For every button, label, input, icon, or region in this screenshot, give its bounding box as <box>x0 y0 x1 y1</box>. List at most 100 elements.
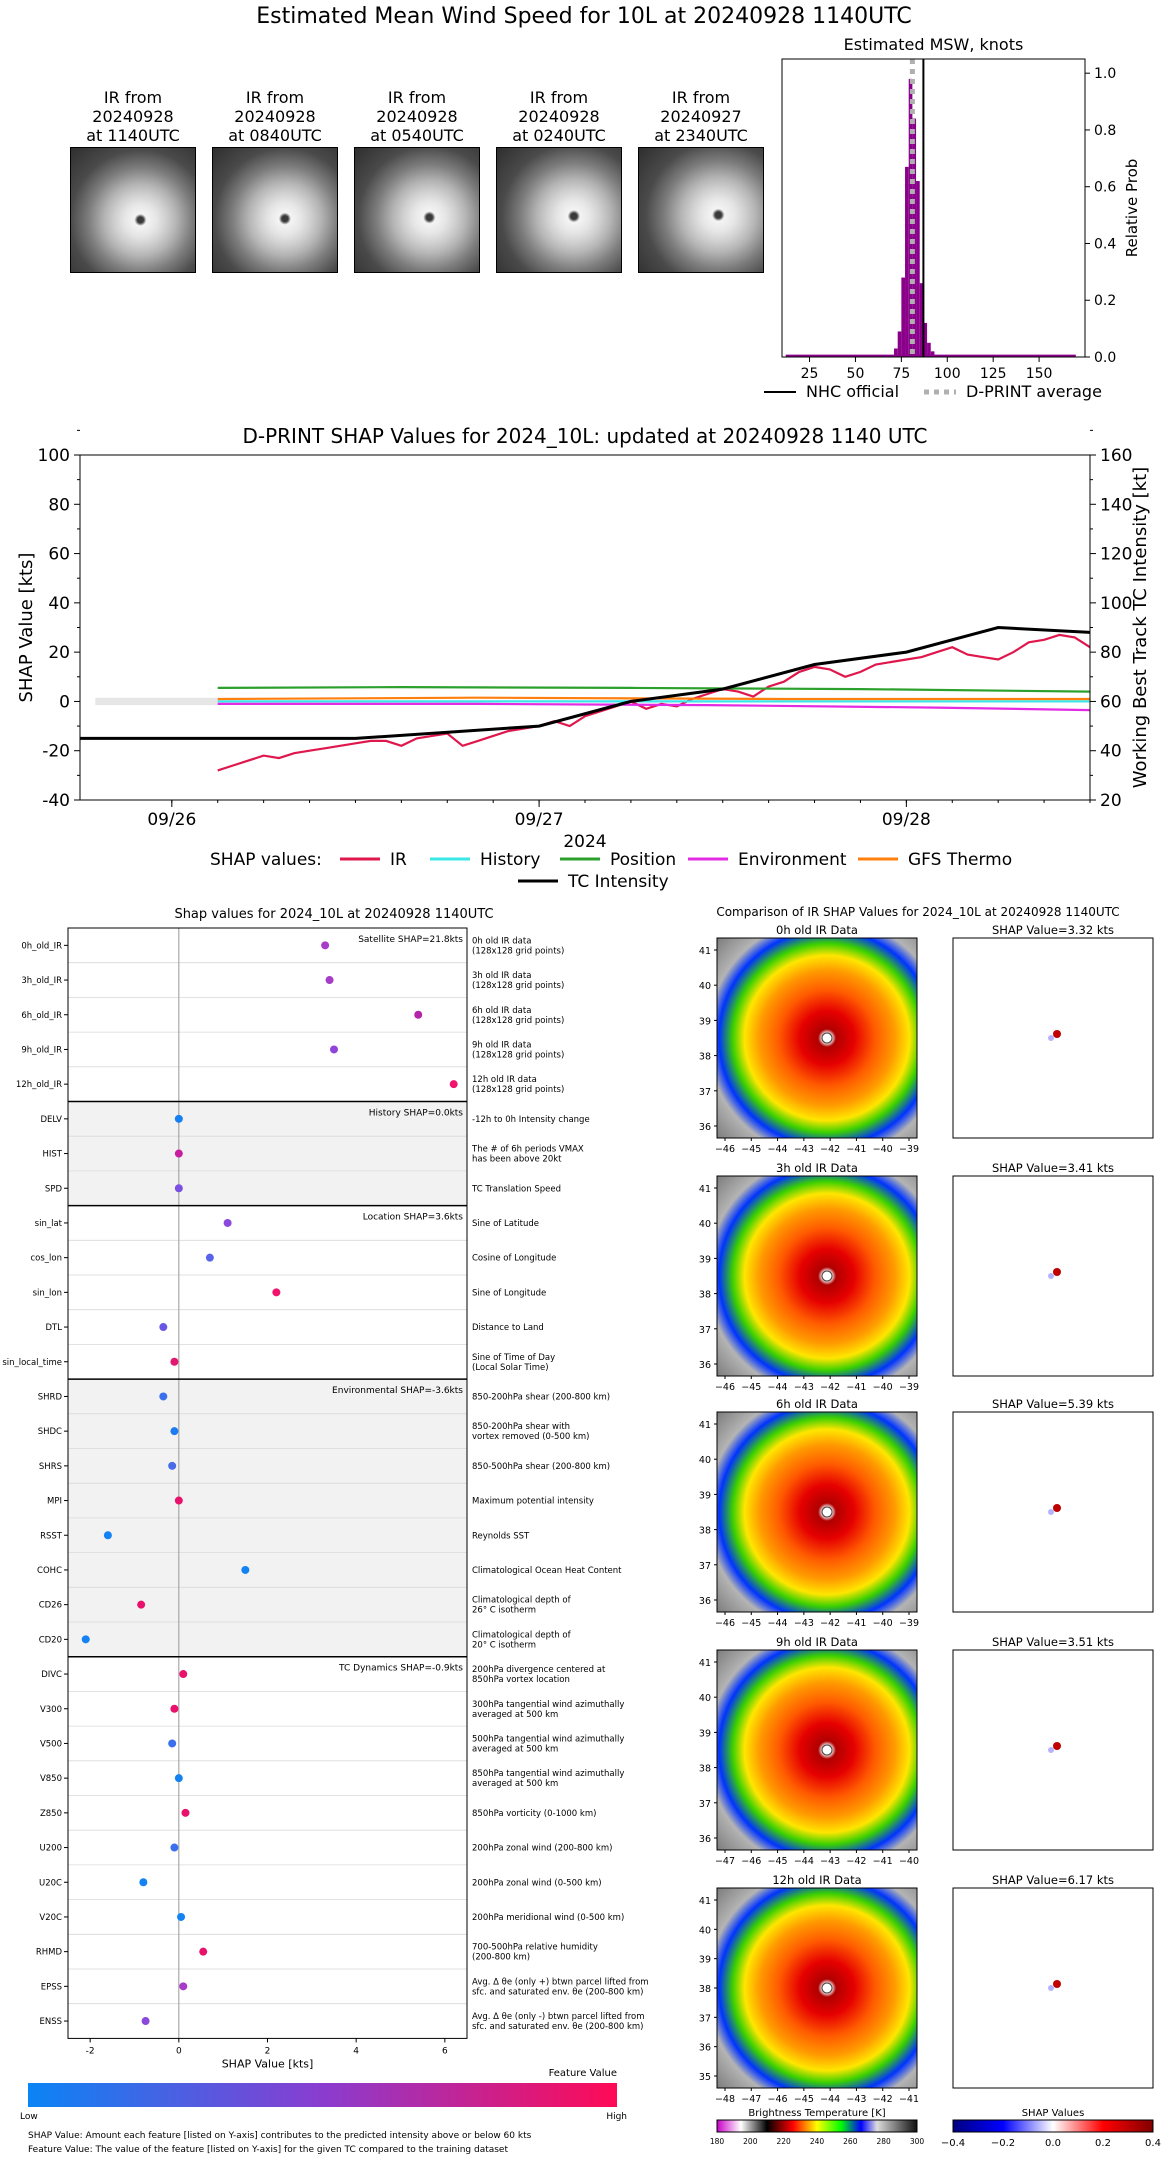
feature-description: sfc. and saturated env. θe (200-800 km) <box>472 1987 644 1997</box>
group-title: TC Dynamics SHAP=-0.9kts <box>338 1664 463 1674</box>
y-tick-label: -40 <box>42 791 70 811</box>
y2-tick-label: 80 <box>1100 643 1122 663</box>
x-tick-label: 09/27 <box>515 810 564 830</box>
y-tick-label: 0.2 <box>1094 293 1116 309</box>
histogram-bar <box>897 331 902 357</box>
x-tick-label: −43 <box>820 1856 840 1867</box>
feature-name: V20C <box>39 1913 62 1923</box>
feature-dot <box>179 1670 188 1679</box>
storm-eye <box>821 1270 833 1282</box>
feature-description: 500hPa tangential wind azimuthally <box>472 1734 624 1744</box>
histogram-bar <box>919 283 924 357</box>
colorbar-low-label: Low <box>20 2112 38 2122</box>
y-tick-label: 0.0 <box>1094 350 1116 366</box>
legend-label-gfs: GFS Thermo <box>908 850 1012 870</box>
group-title: Satellite SHAP=21.8kts <box>358 935 463 945</box>
feature-name: V300 <box>40 1705 62 1715</box>
x-tick-label: −44 <box>820 2094 840 2105</box>
shap-panel-title: SHAP Value=6.17 kts <box>992 1873 1114 1887</box>
feature-description: 200hPa meridional wind (0-500 km) <box>472 1913 624 1923</box>
feature-description: (128x128 grid points) <box>472 1085 564 1095</box>
feature-name: 0h_old_IR <box>21 941 62 951</box>
feature-name: 9h_old_IR <box>21 1045 62 1055</box>
y-tick-label: 41 <box>699 1184 711 1195</box>
ir-thumbnail-title: IR from 20240928 at 0240UTC <box>486 88 632 145</box>
feature-name: SHRS <box>39 1462 62 1472</box>
x-tick-label: −43 <box>794 1382 814 1393</box>
y2-tick-label: 40 <box>1100 742 1122 762</box>
feature-description: averaged at 500 km <box>472 1779 558 1789</box>
scatter-xlabel: SHAP Value [kts] <box>222 2057 314 2070</box>
histogram-bar <box>901 277 906 357</box>
x-tick-label: −41 <box>846 1382 866 1393</box>
x-tick-label: 09/26 <box>147 810 196 830</box>
ir-thumbnail-title: IR from 20240928 at 1140UTC <box>60 88 206 145</box>
feature-description: The # of 6h periods VMAX <box>471 1145 584 1155</box>
x-tick-label: −39 <box>899 1144 919 1155</box>
feature-description: 12h old IR data <box>472 1075 537 1085</box>
histogram-bar <box>930 351 935 357</box>
scatter-title: Shap values for 2024_10L at 20240928 114… <box>174 907 493 922</box>
feature-name: ENSS <box>39 2017 62 2027</box>
ir-panel-title: 3h old IR Data <box>776 1161 858 1175</box>
histogram-bar <box>905 166 909 357</box>
ir-thumbnail-title-line: IR from <box>387 88 447 107</box>
feature-description: averaged at 500 km <box>472 1710 558 1720</box>
x-tick-label: −46 <box>741 1856 761 1867</box>
ir-thumbnail-title-line: 20240928 <box>518 107 600 126</box>
comparison-title: Comparison of IR SHAP Values for 2024_10… <box>716 905 1119 919</box>
ir-thumbnail-title-line: at 0540UTC <box>370 126 464 145</box>
x-tick-label: -2 <box>86 2046 95 2056</box>
y-tick-label: 80 <box>48 495 70 515</box>
y-tick-label: 39 <box>699 1955 711 1966</box>
feature-name: SPD <box>45 1184 63 1194</box>
feature-name: RHMD <box>36 1948 63 1958</box>
y-tick-label: 38 <box>699 1290 711 1301</box>
y2-tick-label: 160 <box>1100 446 1132 466</box>
y-tick-label: 35 <box>699 2072 711 2083</box>
feature-description: Climatological Ocean Heat Content <box>472 1566 622 1576</box>
feature-dot <box>174 1149 183 1158</box>
ir-heatmap <box>716 1175 918 1377</box>
feature-dot <box>205 1253 214 1262</box>
y-tick-label: 40 <box>699 1693 711 1704</box>
ir-thumbnail-title-line: at 0240UTC <box>512 126 606 145</box>
x-tick-label: −45 <box>741 1144 761 1155</box>
x-tick-label: −47 <box>741 2094 761 2105</box>
feature-description: has been above 20kt <box>472 1155 562 1165</box>
y-tick-label: 36 <box>699 1596 711 1607</box>
x-tick-label: 25 <box>801 366 819 382</box>
feature-description: 0h old IR data <box>472 936 531 946</box>
storm-eye <box>821 1032 833 1044</box>
feature-shap-scatter: Shap values for 2024_10L at 20240928 114… <box>2 907 648 2155</box>
feature-name: V500 <box>40 1739 62 1749</box>
x-tick-label: −42 <box>873 2094 893 2105</box>
y-tick-label: 60 <box>48 545 70 565</box>
feature-name: U200 <box>40 1844 62 1854</box>
y-tick-label: 41 <box>699 1420 711 1431</box>
feature-dot <box>241 1565 250 1574</box>
shap-colorbar-tick: −0.4 <box>941 2138 965 2149</box>
y-tick-label: 36 <box>699 2043 711 2054</box>
shap-colorbar-title: SHAP Values <box>1022 2108 1085 2119</box>
x-tick-label: −40 <box>899 1856 919 1867</box>
feature-description: vortex removed (0-500 km) <box>472 1432 589 1442</box>
ir-panel-title: 12h old IR Data <box>772 1873 861 1887</box>
ir-thumbnail-title-line: 20240928 <box>234 107 316 126</box>
feature-description: Maximum potential intensity <box>472 1497 594 1507</box>
legend-label-ir: IR <box>390 850 407 870</box>
shap-hotspot <box>1053 1742 1061 1750</box>
y-tick-label: 39 <box>699 1490 711 1501</box>
x-tick-label: −45 <box>741 1382 761 1393</box>
y-tick-label: 100 <box>38 446 70 466</box>
x-tick-label: −39 <box>899 1382 919 1393</box>
bt-colorbar-tick: 260 <box>843 2137 858 2146</box>
ir-thumbnail-title-line: at 0840UTC <box>228 126 322 145</box>
ir-panel-title: 0h old IR Data <box>776 923 858 937</box>
feature-dot <box>170 1427 179 1436</box>
shap-panel-title: SHAP Value=3.32 kts <box>992 923 1114 937</box>
x-tick-label: −44 <box>768 1618 788 1629</box>
y-tick-label: 39 <box>699 1254 711 1265</box>
y-tick-label: 36 <box>699 1834 711 1845</box>
shap-hotspot <box>1053 1504 1061 1512</box>
